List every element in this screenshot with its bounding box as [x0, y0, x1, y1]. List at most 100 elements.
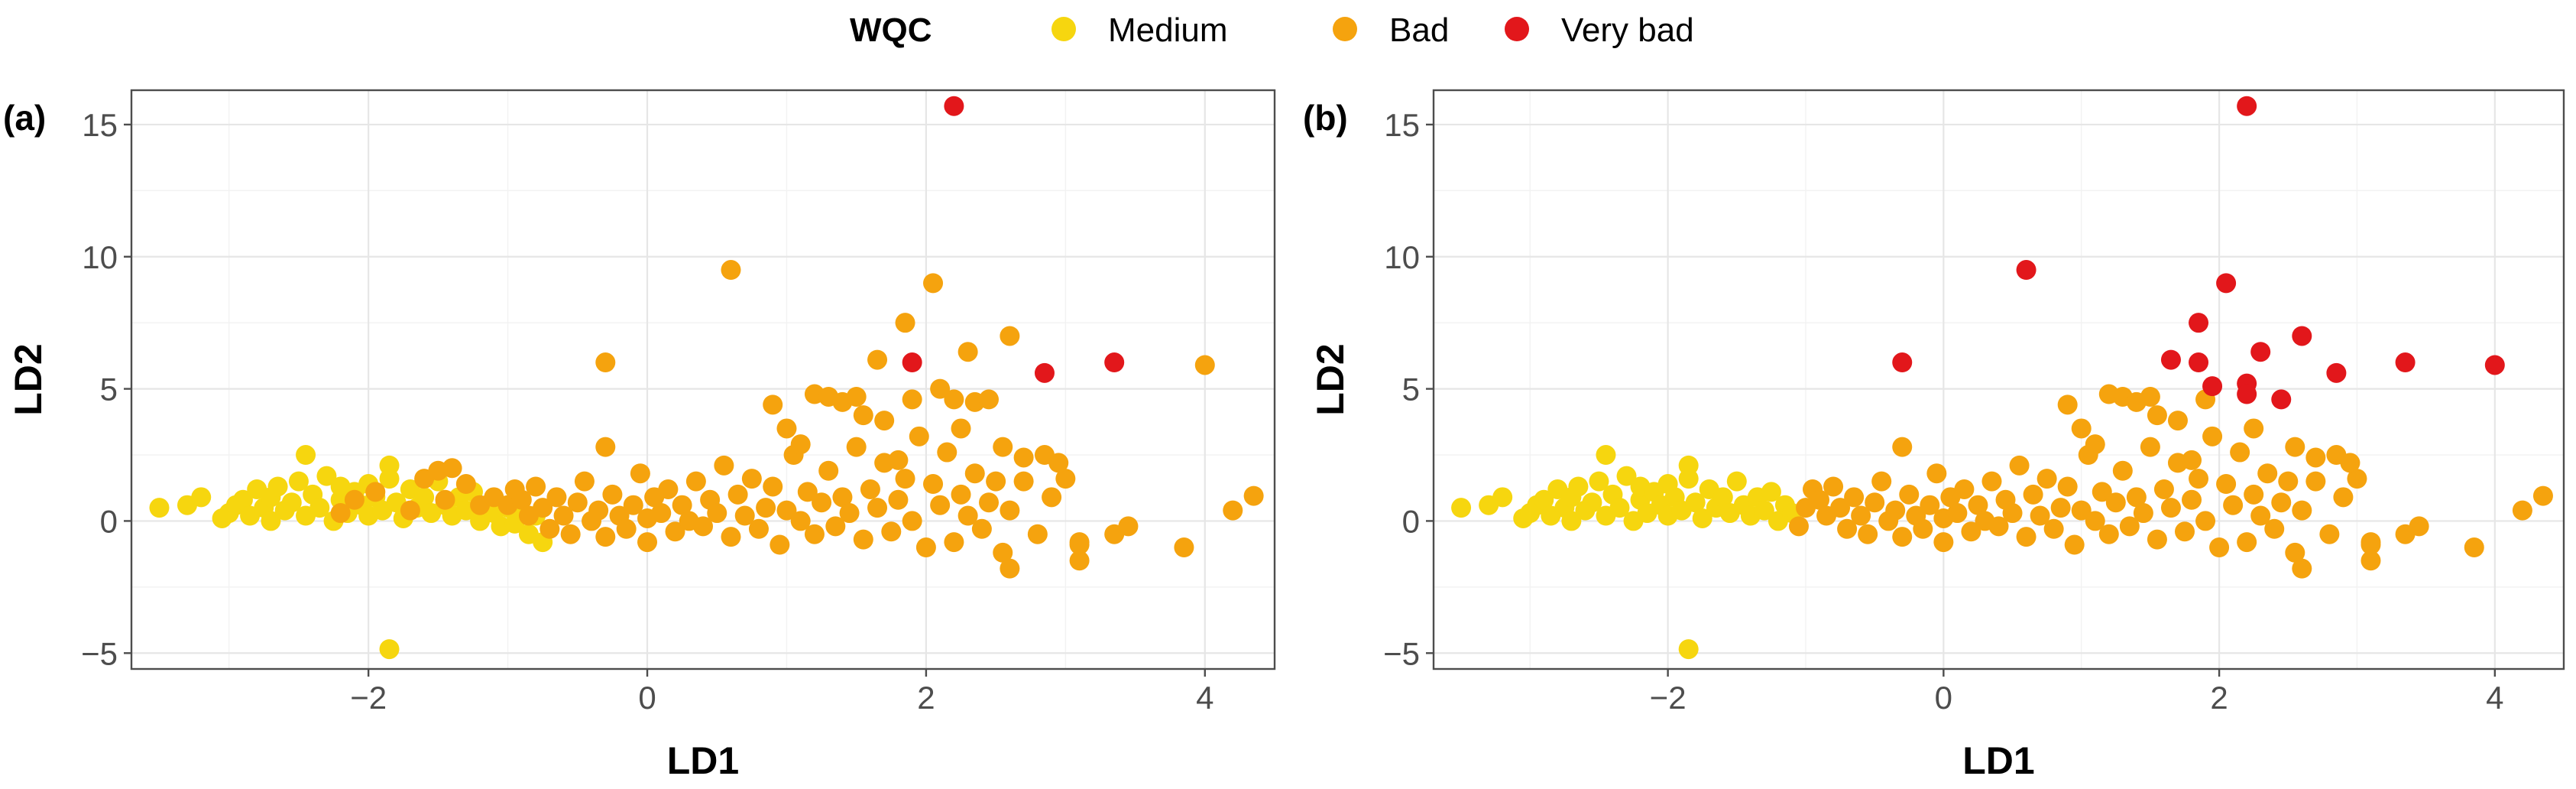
data-point-bad [602, 484, 623, 505]
y-tick-label: 15 [1384, 107, 1420, 143]
data-point-bad [1055, 469, 1076, 489]
data-point-bad [2285, 542, 2305, 563]
data-point-very-bad [902, 352, 922, 373]
data-point-bad [2140, 386, 2160, 407]
data-point-bad [2057, 394, 2078, 415]
data-point-medium [414, 487, 435, 508]
x-tick-label: −2 [1650, 680, 1687, 716]
data-point-bad [957, 342, 978, 362]
data-point-medium [1561, 511, 1582, 531]
data-point-medium [1582, 492, 1602, 513]
data-point-bad [1981, 471, 2002, 492]
x-tick-label: 2 [2210, 680, 2228, 716]
y-tick-label: 5 [100, 372, 118, 407]
data-point-bad [756, 498, 776, 518]
data-point-very-bad [2271, 389, 2292, 410]
data-point-bad [1892, 437, 1913, 457]
data-point-bad [1920, 495, 1940, 515]
data-point-medium [281, 492, 302, 513]
data-point-bad [2292, 558, 2312, 579]
data-point-bad [2105, 492, 2126, 513]
data-point-bad [2305, 447, 2326, 468]
data-point-very-bad [2216, 273, 2237, 294]
data-point-bad [2257, 463, 2278, 484]
data-point-bad [846, 386, 867, 407]
data-point-bad [1788, 516, 1809, 537]
panel-label: (b) [1303, 98, 1348, 138]
data-point-bad [993, 437, 1013, 457]
data-point-bad [944, 389, 964, 410]
data-point-bad [2085, 434, 2105, 455]
data-point-very-bad [944, 96, 964, 116]
data-point-medium [191, 487, 212, 508]
data-point-bad [1968, 495, 1988, 515]
data-point-bad [616, 518, 637, 539]
y-tick-label: 10 [82, 239, 118, 275]
y-tick-label: −5 [81, 635, 118, 671]
data-point-bad [2030, 505, 2050, 526]
data-point-bad [1194, 355, 1215, 375]
data-point-bad [2202, 426, 2223, 446]
data-point-bad [1223, 500, 1243, 521]
legend-entry-bad: Bad [1333, 11, 1449, 49]
data-point-bad [526, 476, 546, 497]
data-point-bad [658, 479, 679, 499]
series-medium [1451, 445, 1802, 660]
data-point-bad [2050, 498, 2071, 518]
data-point-bad [944, 532, 964, 553]
data-point-medium [1685, 492, 1706, 513]
data-point-bad [2133, 503, 2153, 524]
data-point-very-bad [2484, 355, 2505, 375]
panel-label: (a) [3, 98, 46, 138]
x-tick-label: −2 [350, 680, 387, 716]
series-bad [1788, 384, 2553, 579]
legend-label-bad: Bad [1389, 11, 1449, 49]
data-point-bad [2002, 503, 2023, 524]
data-point-bad [1810, 489, 1830, 510]
data-point-very-bad [1034, 362, 1055, 383]
data-point-medium [1609, 498, 1630, 518]
data-point-very-bad [2189, 313, 2209, 333]
data-point-bad [1013, 471, 1034, 492]
data-point-bad [763, 476, 783, 497]
data-point-bad [832, 487, 853, 508]
x-tick-label: 4 [1196, 680, 1213, 716]
legend-entry-very-bad: Very bad [1505, 11, 1694, 49]
data-point-bad [930, 378, 951, 399]
data-point-medium [379, 639, 400, 660]
data-point-bad [2064, 534, 2085, 555]
data-point-bad [2264, 518, 2285, 539]
data-point-bad [1865, 492, 1885, 513]
data-point-bad [2174, 521, 2195, 542]
data-point-medium [1589, 471, 1609, 492]
data-point-very-bad [2292, 326, 2312, 346]
data-point-medium [288, 471, 309, 492]
data-point-medium [1726, 471, 1747, 492]
data-point-medium [1534, 489, 1554, 510]
data-point-very-bad [1892, 352, 1913, 373]
data-point-medium [1596, 445, 1616, 466]
data-point-bad [804, 524, 825, 544]
data-point-bad [1899, 484, 1920, 505]
x-tick-label: 0 [638, 680, 656, 716]
data-point-bad [2237, 532, 2257, 553]
data-point-bad [776, 500, 797, 521]
grid [1434, 90, 2564, 669]
data-point-bad [937, 442, 957, 463]
data-point-bad [2285, 437, 2305, 457]
data-point-bad [1830, 498, 1851, 518]
data-point-bad [2319, 524, 2340, 544]
axis-ticks: −2 0 2 4 −5 0 5 10 15 [1383, 107, 2503, 716]
data-point-bad [2361, 534, 2381, 555]
data-point-bad [986, 471, 1006, 492]
y-tick-label: −5 [1383, 635, 1420, 671]
data-point-bad [2092, 482, 2112, 502]
data-point-bad [2278, 471, 2299, 492]
data-point-bad [2071, 418, 2092, 439]
data-point-medium [309, 498, 330, 518]
data-point-bad [2057, 476, 2078, 497]
data-point-bad [2147, 529, 2167, 550]
data-point-bad [455, 474, 476, 495]
data-point-bad [2347, 469, 2367, 489]
